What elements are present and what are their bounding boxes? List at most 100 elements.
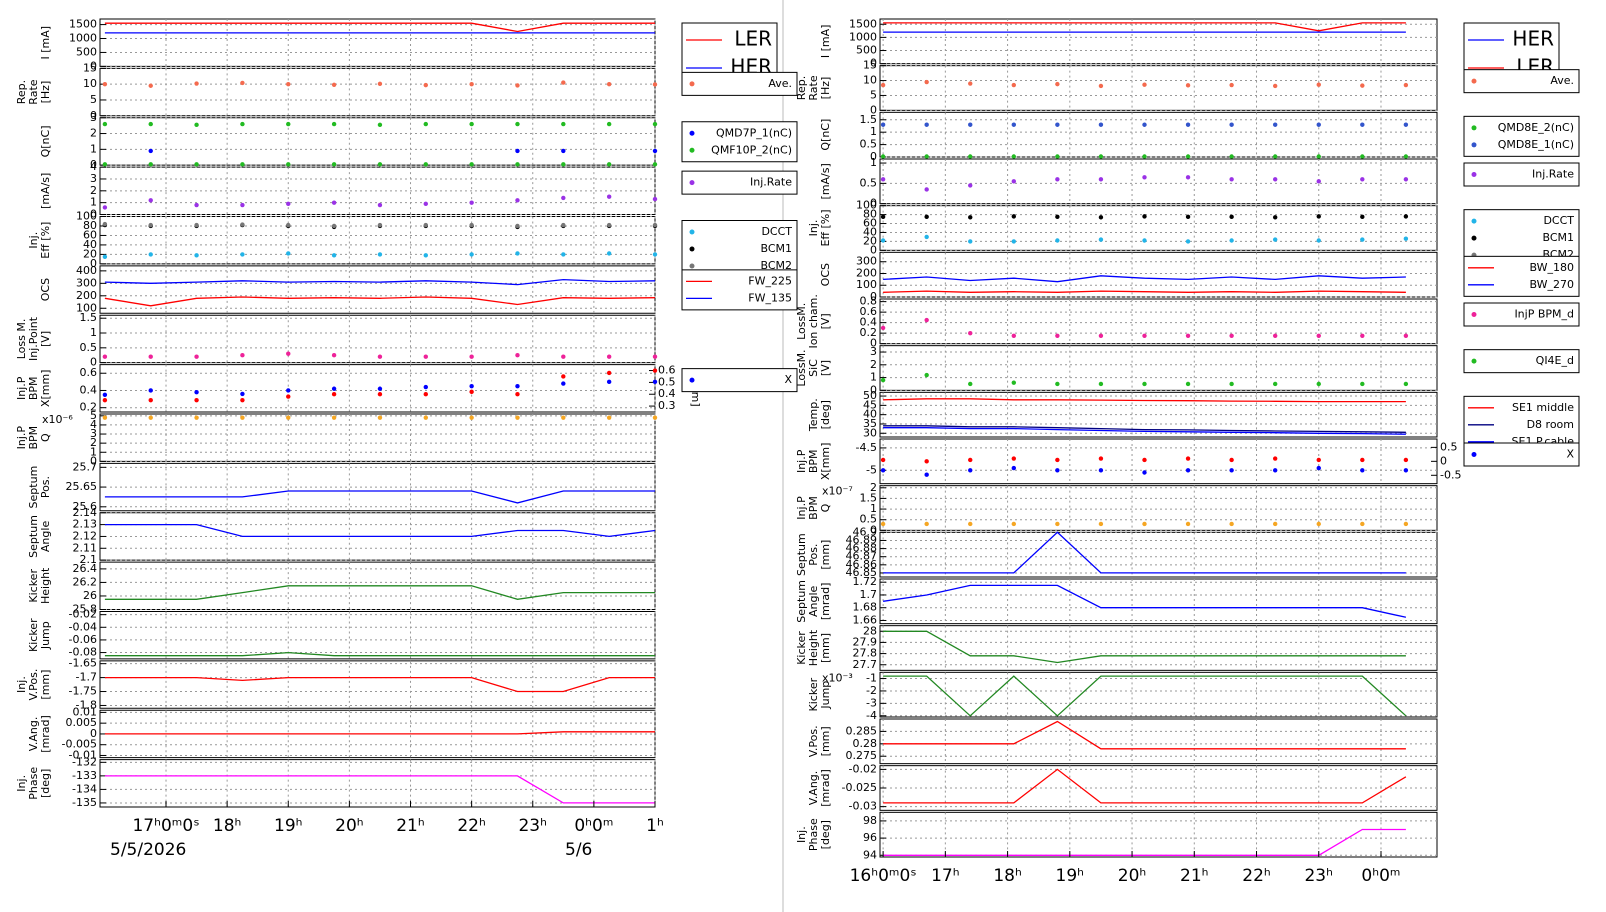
y-axis-label: Septum — [27, 466, 40, 509]
series-line — [883, 768, 1407, 804]
data-point — [286, 251, 291, 256]
y-tick-label: -132 — [72, 755, 97, 768]
data-point — [377, 162, 383, 167]
data-point — [377, 415, 383, 420]
y-tick-label: 25.65 — [66, 480, 98, 493]
x-tick-label: 1ʰ — [646, 816, 664, 836]
data-point — [515, 83, 520, 88]
legend-marker — [689, 130, 695, 136]
data-point — [1360, 214, 1365, 220]
y-tick-label: 26.2 — [73, 575, 98, 588]
data-point — [194, 162, 199, 167]
y-tick-label: 98 — [863, 814, 877, 827]
legend-label: InjP BPM_d — [1514, 308, 1574, 321]
y-tick-label: 1.72 — [853, 575, 878, 588]
y-axis-label: LossM. — [795, 303, 808, 340]
data-point — [1360, 237, 1365, 242]
legend-label: LER — [734, 27, 772, 51]
y-tick-label: 96 — [863, 831, 877, 844]
data-point — [1185, 175, 1191, 180]
data-point — [515, 353, 520, 358]
data-point — [1142, 381, 1147, 387]
series-line — [104, 585, 655, 600]
y-axis-label: BPM — [807, 449, 820, 473]
data-point — [652, 415, 658, 420]
data-point — [1185, 154, 1191, 159]
y-tick-label: 0.5 — [860, 138, 878, 151]
y-tick-label: 25.8 — [73, 603, 98, 616]
strip-frame — [879, 205, 1438, 251]
legend-label: BW_270 — [1529, 278, 1574, 291]
data-point — [1272, 381, 1278, 387]
strip-frame — [879, 671, 1438, 718]
data-point — [1316, 179, 1321, 184]
data-point — [331, 121, 337, 127]
series-line — [104, 296, 656, 307]
y-axis-label: LossM. — [795, 349, 808, 386]
y-tick-label: 80 — [83, 219, 97, 232]
y-tick-label: 1 — [90, 326, 97, 339]
y-tick-label: -1.75 — [69, 685, 97, 698]
data-point — [1185, 381, 1191, 387]
data-point — [102, 397, 108, 403]
y-axis-label: Q — [39, 433, 52, 442]
y2-tick-label: 0.4 — [658, 387, 676, 400]
data-point — [606, 162, 612, 167]
data-point — [1185, 122, 1191, 127]
y-tick-label: 0 — [870, 337, 877, 350]
y-axis-label: Eff [%] — [819, 209, 832, 246]
y-tick-label: 0 — [90, 727, 97, 740]
legend-marker — [689, 229, 695, 235]
scale-label: x10⁻³ — [822, 671, 853, 684]
y-tick-label: 0 — [90, 257, 97, 270]
data-point — [102, 254, 108, 259]
y-tick-label: 0 — [870, 103, 877, 116]
y-axis-label: [mm] — [819, 540, 832, 570]
strip-frame — [879, 485, 1438, 531]
data-point — [1360, 83, 1365, 88]
data-point — [561, 195, 566, 201]
data-point — [1011, 239, 1017, 244]
data-point — [148, 83, 153, 88]
y-tick-label: 0 — [870, 243, 877, 256]
data-point — [1403, 82, 1409, 88]
data-point — [1098, 333, 1104, 338]
legend-box — [1463, 442, 1580, 467]
y-tick-label: 40 — [863, 225, 877, 238]
strip-frame — [879, 625, 1438, 671]
data-point — [469, 354, 474, 359]
data-point — [924, 234, 929, 240]
y-tick-label: 46.86 — [846, 558, 878, 571]
data-point — [924, 187, 929, 192]
legend-marker — [1471, 125, 1477, 131]
y-tick-label: 0 — [90, 109, 97, 122]
data-point — [1055, 457, 1060, 463]
y-axis-label: Q[nC] — [39, 125, 52, 157]
y-axis-label: Angle — [807, 585, 820, 617]
strip-frame — [99, 117, 656, 166]
data-point — [1055, 468, 1060, 473]
y-tick-label: -135 — [72, 796, 97, 809]
data-point — [924, 372, 929, 378]
legend-label: BCM1 — [1542, 231, 1574, 244]
data-point — [1098, 521, 1104, 527]
data-point — [1185, 333, 1191, 338]
data-point — [880, 377, 886, 383]
y-tick-label: 2 — [90, 184, 97, 197]
data-point — [652, 196, 658, 202]
data-point — [880, 154, 886, 159]
data-point — [331, 253, 337, 258]
y-tick-label: -2 — [866, 684, 877, 697]
y-axis-label: Height — [39, 567, 52, 604]
y-tick-label: 2 — [870, 481, 877, 494]
y-tick-label: 3 — [90, 111, 97, 124]
legend-marker — [1471, 78, 1477, 84]
y-tick-label: 0.285 — [846, 724, 878, 737]
y-tick-label: -1.8 — [76, 698, 97, 711]
y-axis-label: I [mA] — [39, 26, 52, 60]
series-line — [883, 675, 1407, 717]
data-point — [515, 223, 520, 229]
data-point — [561, 381, 566, 386]
data-point — [148, 148, 153, 154]
data-point — [515, 392, 520, 397]
